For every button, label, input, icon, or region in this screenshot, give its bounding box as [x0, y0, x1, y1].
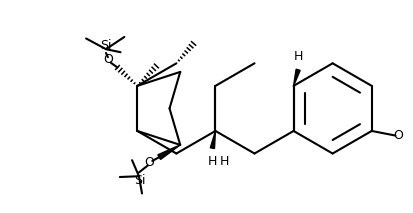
Text: Si: Si — [134, 174, 145, 187]
Text: O: O — [145, 156, 154, 169]
Text: H: H — [208, 155, 217, 168]
Polygon shape — [158, 145, 180, 160]
Text: O: O — [103, 53, 113, 66]
Text: H: H — [294, 50, 303, 63]
Polygon shape — [210, 131, 216, 148]
Text: H: H — [219, 155, 229, 168]
Text: Si: Si — [100, 39, 112, 52]
Text: O: O — [393, 129, 403, 142]
Polygon shape — [294, 69, 300, 86]
